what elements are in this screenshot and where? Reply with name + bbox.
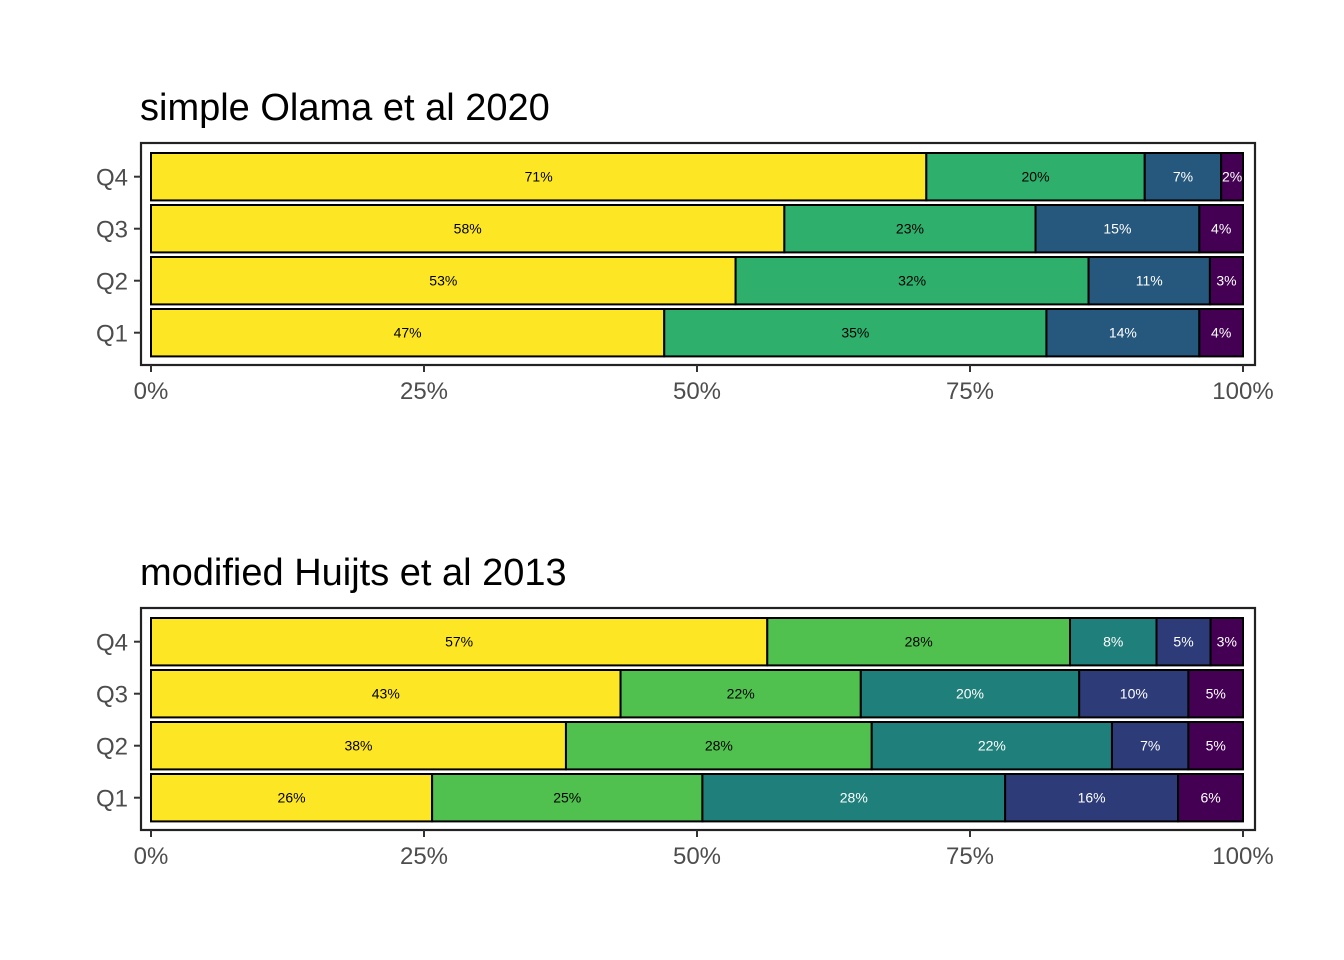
data-label: 28% [840, 790, 868, 806]
bar-segment [734, 256, 1090, 306]
bar-segment [150, 669, 622, 719]
bar-segment [1004, 773, 1180, 823]
data-label: 47% [394, 325, 422, 341]
data-label: 11% [1136, 273, 1163, 289]
data-label: 7% [1140, 738, 1160, 754]
x-tick-label: 25% [400, 843, 448, 870]
x-tick-label: 75% [946, 378, 994, 405]
bar-segment [1208, 256, 1244, 306]
bar-segment [1087, 256, 1211, 306]
bar-segment [564, 721, 873, 771]
bar-segment [150, 308, 666, 358]
data-label: 20% [1022, 169, 1050, 185]
bar-segment [1209, 617, 1244, 667]
category-label: Q2 [96, 734, 128, 761]
data-label: 22% [727, 686, 755, 702]
data-label: 43% [372, 686, 400, 702]
data-label: 32% [898, 273, 926, 289]
data-label: 8% [1103, 634, 1123, 650]
bar-segment [150, 256, 737, 306]
category-label: Q1 [96, 321, 128, 348]
data-label: 71% [525, 169, 553, 185]
category-label: Q4 [96, 165, 128, 192]
data-label: 57% [445, 634, 473, 650]
data-label: 4% [1211, 221, 1231, 237]
chart-panel-olama: simple Olama et al 2020 71% 20% 7% 2% Q4 58% 23… [96, 87, 1274, 405]
data-label: 38% [344, 738, 372, 754]
chart-title: simple Olama et al 2020 [140, 87, 550, 129]
data-label: 5% [1206, 738, 1226, 754]
data-label: 7% [1173, 169, 1193, 185]
x-tick-label: 100% [1212, 843, 1273, 870]
data-label: 28% [705, 738, 733, 754]
data-label: 53% [429, 273, 457, 289]
bar-segment [859, 669, 1081, 719]
bar-segment [619, 669, 862, 719]
data-label: 22% [978, 738, 1006, 754]
data-label: 6% [1200, 790, 1220, 806]
data-label: 14% [1109, 325, 1137, 341]
x-tick-label: 50% [673, 378, 721, 405]
bar-segment [1187, 669, 1245, 719]
x-tick-label: 75% [946, 843, 994, 870]
category-label: Q3 [96, 217, 128, 244]
data-label: 3% [1217, 634, 1237, 650]
x-tick-label: 100% [1212, 378, 1273, 405]
data-label: 58% [454, 221, 482, 237]
data-label: 16% [1078, 790, 1106, 806]
bar-segment [1177, 773, 1244, 823]
bar-segment [1198, 204, 1244, 254]
bar-segment [1045, 308, 1201, 358]
bar-segment [150, 773, 434, 823]
x-tick-label: 25% [400, 378, 448, 405]
data-label: 15% [1103, 221, 1131, 237]
chart-title: modified Huijts et al 2013 [140, 552, 567, 594]
data-label: 3% [1216, 273, 1236, 289]
data-label: 5% [1206, 686, 1226, 702]
data-label: 25% [553, 790, 581, 806]
bar-segment [870, 721, 1113, 771]
data-label: 23% [896, 221, 924, 237]
x-tick-label: 50% [673, 843, 721, 870]
data-label: 5% [1173, 634, 1193, 650]
bar-segment [150, 721, 567, 771]
category-label: Q4 [96, 630, 128, 657]
category-label: Q1 [96, 786, 128, 813]
category-label: Q2 [96, 269, 128, 296]
bar-segment [1110, 721, 1190, 771]
bar-segment [1220, 152, 1245, 202]
data-label: 26% [278, 790, 306, 806]
x-tick-label: 0% [134, 843, 169, 870]
bar-segment [431, 773, 704, 823]
bar-segment [1187, 721, 1245, 771]
bar-segment [150, 617, 769, 667]
bar-segment [925, 152, 1146, 202]
data-label: 35% [841, 325, 869, 341]
data-label: 10% [1120, 686, 1148, 702]
bar-segment [663, 308, 1048, 358]
data-label: 2% [1222, 169, 1242, 185]
data-label: 20% [956, 686, 984, 702]
bar-segment [1078, 669, 1190, 719]
data-label: 28% [905, 634, 933, 650]
bar-segment [150, 152, 928, 202]
data-label: 4% [1211, 325, 1231, 341]
x-tick-label: 0% [134, 378, 169, 405]
category-label: Q3 [96, 682, 128, 709]
bar-segment [1198, 308, 1244, 358]
chart-panel-huijts: modified Huijts et al 2013 57% 28% 8% 5% 3% Q4… [96, 552, 1274, 870]
